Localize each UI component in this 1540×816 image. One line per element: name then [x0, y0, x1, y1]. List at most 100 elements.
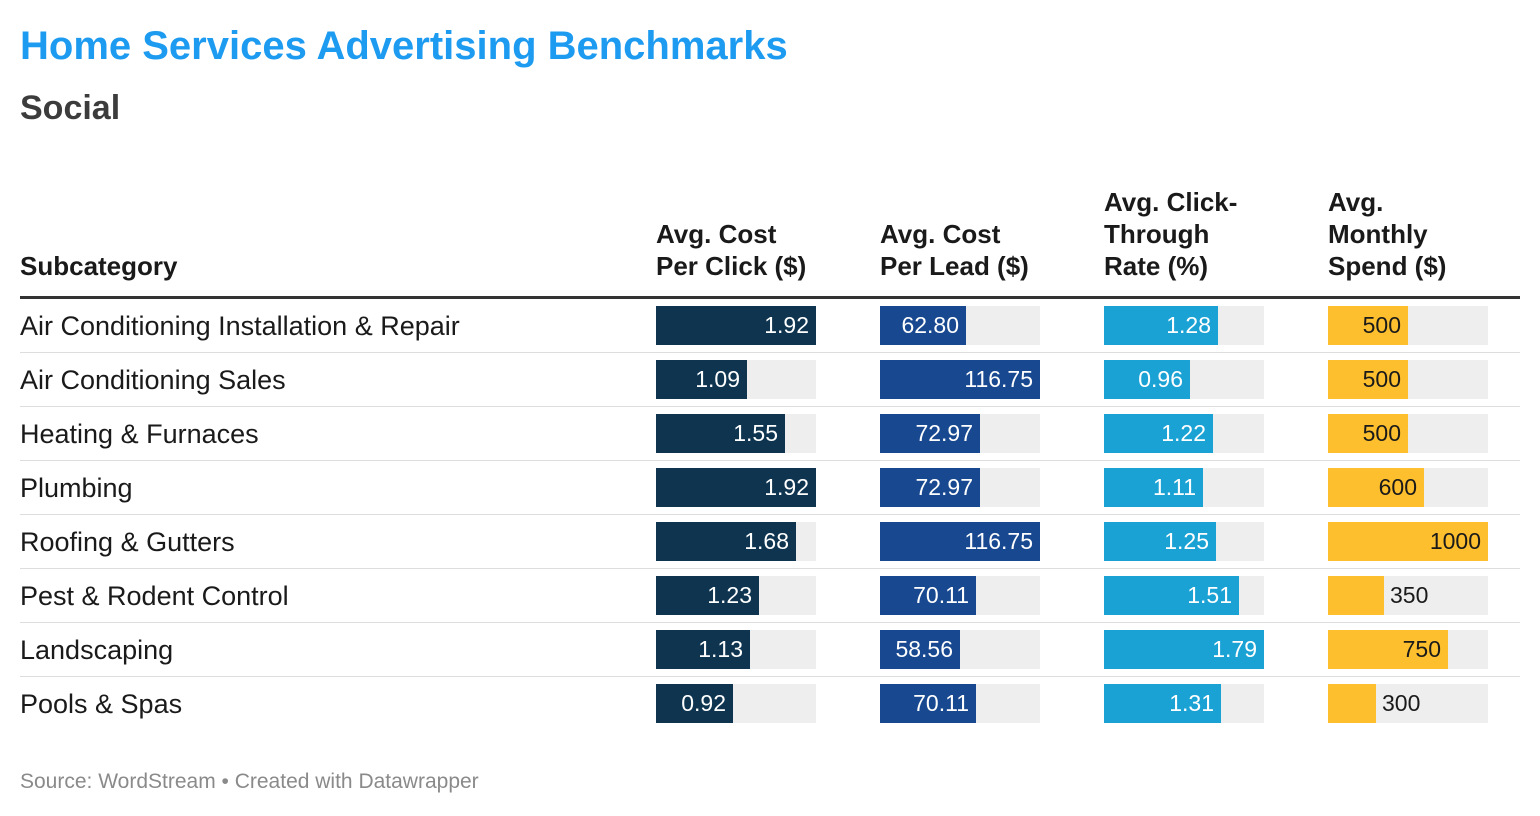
data-label-cpc: 0.92 — [681, 690, 726, 716]
column-header-cpl: Avg. Cost Per Lead ($) — [880, 218, 1029, 282]
data-label-cpl: 70.11 — [913, 690, 969, 716]
data-label-cpc: 1.92 — [764, 474, 809, 500]
data-label-cpc: 1.23 — [707, 582, 752, 608]
bar-cpl — [880, 630, 960, 669]
bar-cell-cpc: 1.55 — [656, 414, 816, 453]
data-label-cpc: 1.13 — [698, 636, 743, 662]
data-label-cpc: 1.68 — [744, 528, 789, 554]
column-header-line: Through — [1104, 219, 1210, 249]
bar-cpl — [880, 522, 1040, 561]
column-header-line: Rate (%) — [1104, 251, 1209, 281]
table-row: Air Conditioning Installation & Repair 1.… — [20, 299, 1520, 353]
footer-separator: • — [215, 770, 235, 793]
data-label-ctr: 1.25 — [1164, 528, 1209, 554]
bar-cell-cpl: 116.75 — [880, 360, 1040, 399]
bar-cell-ctr: 1.31 — [1104, 684, 1264, 723]
table-body: Air Conditioning Installation & Repair 1.… — [20, 299, 1520, 731]
bar-cell-cpl: 62.80 — [880, 306, 1040, 345]
data-label-ctr: 1.28 — [1166, 312, 1211, 338]
data-label-cpl: 58.56 — [895, 636, 953, 662]
table-row: Pools & Spas 0.92 70.11 1.31 300 — [20, 677, 1520, 731]
bar-cpl — [880, 468, 980, 507]
bar-cell-spend: 500 — [1328, 414, 1488, 453]
column-header-ctr: Avg. Click- Through Rate (%) — [1104, 186, 1237, 282]
bar-cell-cpc: 1.09 — [656, 360, 816, 399]
bar-cell-spend: 500 — [1328, 306, 1488, 345]
credit-link[interactable]: Created with Datawrapper — [234, 770, 479, 793]
data-label-spend: 300 — [1382, 690, 1421, 716]
bar-cell-cpl: 72.97 — [880, 468, 1040, 507]
data-label-cpc: 1.55 — [733, 420, 778, 446]
chart-title: Home Services Advertising Benchmarks — [20, 24, 788, 68]
bar-spend — [1328, 576, 1384, 615]
data-label-ctr: 0.96 — [1138, 366, 1183, 392]
column-header-line: Per Lead ($) — [880, 251, 1029, 281]
bar-cell-cpl: 70.11 — [880, 576, 1040, 615]
bar-cell-cpl: 116.75 — [880, 522, 1040, 561]
bar-cpl — [880, 360, 1040, 399]
bar-ctr — [1104, 306, 1218, 345]
data-label-spend: 1000 — [1429, 528, 1481, 554]
bar-cell-cpc: 1.92 — [656, 306, 816, 345]
column-header-cpc: Avg. Cost Per Click ($) — [656, 218, 806, 282]
subcategory-label: Roofing & Gutters — [20, 527, 235, 557]
subcategory-label: Air Conditioning Installation & Repair — [20, 311, 460, 341]
bar-ctr — [1104, 522, 1216, 561]
data-label-ctr: 1.22 — [1161, 420, 1206, 446]
data-label-cpl: 116.75 — [964, 528, 1033, 554]
data-label-cpl: 116.75 — [964, 366, 1033, 392]
bar-cell-cpl: 72.97 — [880, 414, 1040, 453]
bar-cell-cpl: 70.11 — [880, 684, 1040, 723]
bar-cpc — [656, 360, 747, 399]
bar-ctr — [1104, 468, 1203, 507]
bar-spend — [1328, 522, 1488, 561]
column-header-line: Avg. Click- — [1104, 187, 1238, 217]
column-header-line: Avg. Cost — [656, 219, 777, 249]
column-header-line: Per Click ($) — [656, 251, 807, 281]
bar-cpc — [656, 414, 785, 453]
column-header-line: Spend ($) — [1328, 251, 1447, 281]
bar-cpl — [880, 414, 980, 453]
bar-cell-ctr: 1.25 — [1104, 522, 1264, 561]
subcategory-label: Pest & Rodent Control — [20, 581, 289, 611]
data-label-cpc: 1.09 — [695, 366, 740, 392]
bar-cell-cpl: 58.56 — [880, 630, 1040, 669]
bar-cell-spend: 350 — [1328, 576, 1488, 615]
bar-spend — [1328, 630, 1448, 669]
bar-cell-cpc: 1.13 — [656, 630, 816, 669]
data-label-spend: 750 — [1402, 636, 1441, 662]
data-label-spend: 350 — [1390, 582, 1429, 608]
data-label-cpl: 72.97 — [915, 474, 973, 500]
data-label-cpl: 70.11 — [913, 582, 969, 608]
data-label-spend: 600 — [1378, 474, 1417, 500]
bar-cell-ctr: 0.96 — [1104, 360, 1264, 399]
bar-cell-cpc: 1.68 — [656, 522, 816, 561]
bar-spend — [1328, 684, 1376, 723]
source-note: Source: WordStream — [20, 770, 216, 793]
bar-cell-ctr: 1.51 — [1104, 576, 1264, 615]
table-header: Subcategory Avg. Cost Per Click ($) Avg. C… — [20, 180, 1520, 299]
bar-ctr — [1104, 576, 1239, 615]
bar-cell-cpc: 1.92 — [656, 468, 816, 507]
column-header-line: Avg. Cost — [880, 219, 1001, 249]
bar-spend — [1328, 468, 1424, 507]
chart-subtitle: Social — [20, 89, 121, 127]
subcategory-label: Heating & Furnaces — [20, 419, 259, 449]
table-row: Pest & Rodent Control 1.23 70.11 1.51 350 — [20, 569, 1520, 623]
column-header-line: Avg. — [1328, 187, 1384, 217]
subcategory-label: Pools & Spas — [20, 689, 183, 719]
bar-spend — [1328, 414, 1408, 453]
bar-ctr — [1104, 684, 1221, 723]
data-label-ctr: 1.11 — [1152, 474, 1196, 500]
bar-cell-ctr: 1.28 — [1104, 306, 1264, 345]
footer: Source: WordStream • Created with Datawr… — [20, 768, 479, 796]
table-row: Roofing & Gutters 1.68 116.75 1.25 1000 — [20, 515, 1520, 569]
table-row: Plumbing 1.92 72.97 1.11 600 — [20, 461, 1520, 515]
data-label-cpc: 1.92 — [764, 312, 809, 338]
data-label-spend: 500 — [1362, 312, 1401, 338]
bar-cell-cpc: 1.23 — [656, 576, 816, 615]
data-label-ctr: 1.79 — [1212, 636, 1257, 662]
bar-cpc — [656, 306, 816, 345]
bar-cell-spend: 500 — [1328, 360, 1488, 399]
bar-cell-cpc: 0.92 — [656, 684, 816, 723]
